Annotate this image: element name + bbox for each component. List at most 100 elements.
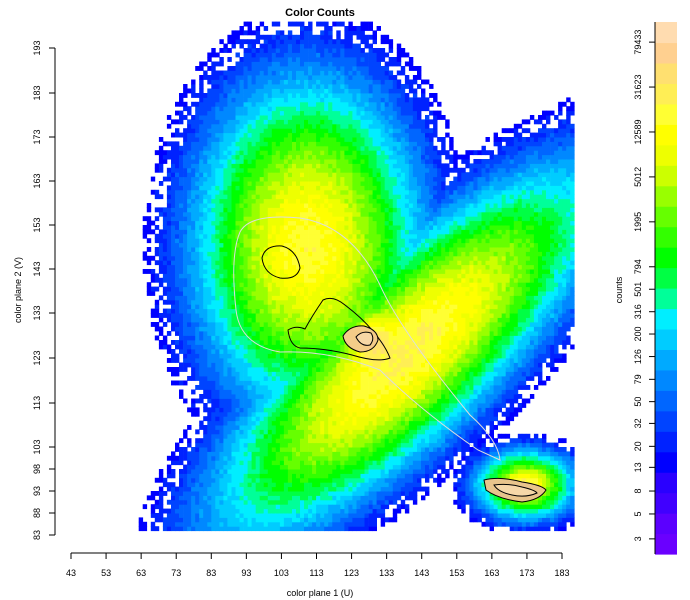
heatmap-cell xyxy=(215,128,220,134)
heatmap-cell xyxy=(296,299,301,305)
heatmap-cell xyxy=(279,380,285,386)
heatmap-cell xyxy=(227,189,232,195)
heatmap-cell xyxy=(271,132,277,138)
heatmap-cell xyxy=(255,442,261,448)
heatmap-cell xyxy=(255,495,261,501)
heatmap-cell xyxy=(263,141,269,147)
heatmap-cell xyxy=(219,216,224,222)
heatmap-cell xyxy=(348,521,353,527)
heatmap-cell xyxy=(235,460,240,466)
heatmap-cell xyxy=(215,110,220,116)
heatmap-cell xyxy=(292,216,297,222)
heatmap-cell xyxy=(296,433,301,439)
heatmap-cell xyxy=(324,251,329,257)
heatmap-cell xyxy=(243,308,248,314)
heatmap-cell xyxy=(316,79,321,85)
heatmap-cell xyxy=(211,451,216,457)
heatmap-cell xyxy=(235,145,240,151)
heatmap-cell xyxy=(187,353,192,359)
heatmap-cell xyxy=(340,167,345,173)
heatmap-cell xyxy=(207,517,212,523)
heatmap-cell xyxy=(344,308,349,314)
heatmap-cell xyxy=(340,128,345,134)
heatmap-cell xyxy=(175,181,180,186)
heatmap-cell xyxy=(312,385,317,390)
heatmap-cell xyxy=(255,331,261,336)
heatmap-cell xyxy=(243,295,248,301)
heatmap-cell xyxy=(199,233,204,239)
heatmap-cell xyxy=(251,477,256,483)
heatmap-cell xyxy=(247,181,252,186)
heatmap-cell xyxy=(199,344,204,350)
heatmap-cell xyxy=(243,277,248,283)
heatmap-cell xyxy=(316,335,321,341)
heatmap-cell xyxy=(195,291,200,296)
heatmap-cell xyxy=(219,491,224,496)
heatmap-cell xyxy=(344,145,349,151)
heatmap-cell xyxy=(312,163,317,169)
heatmap-cell xyxy=(332,43,337,49)
heatmap-cell xyxy=(344,79,349,85)
heatmap-cell xyxy=(296,499,301,505)
heatmap-cell xyxy=(336,460,341,466)
heatmap-cell xyxy=(271,362,277,368)
heatmap-cell xyxy=(219,447,224,452)
heatmap-cell xyxy=(187,349,192,354)
heatmap-cell xyxy=(239,97,244,103)
heatmap-cell xyxy=(207,150,212,156)
heatmap-cell xyxy=(279,145,285,151)
heatmap-cell xyxy=(243,380,248,386)
heatmap-cell xyxy=(162,526,168,532)
heatmap-cell xyxy=(267,371,273,377)
heatmap-cell xyxy=(235,255,240,261)
heatmap-cell xyxy=(304,150,309,156)
heatmap-cell xyxy=(344,322,349,327)
heatmap-cell xyxy=(320,115,325,120)
heatmap-cell xyxy=(348,425,353,430)
heatmap-cell xyxy=(219,403,224,408)
heatmap-cell xyxy=(211,242,216,248)
heatmap-cell xyxy=(271,429,277,435)
heatmap-cell xyxy=(255,255,261,261)
heatmap-cell xyxy=(263,469,269,474)
heatmap-cell xyxy=(287,21,293,27)
heatmap-cell xyxy=(166,526,172,532)
heatmap-cell xyxy=(332,447,337,452)
heatmap-cell xyxy=(344,128,349,134)
heatmap-cell xyxy=(312,93,317,98)
heatmap-cell xyxy=(243,513,248,518)
heatmap-cell xyxy=(312,176,317,182)
heatmap-cell xyxy=(271,331,277,336)
heatmap-cell xyxy=(324,79,329,85)
heatmap-cell xyxy=(219,123,224,129)
heatmap-cell xyxy=(203,137,208,142)
heatmap-cell xyxy=(219,79,224,85)
heatmap-cell xyxy=(292,282,297,288)
heatmap-cell xyxy=(227,251,232,257)
heatmap-cell xyxy=(292,358,297,363)
heatmap-cell xyxy=(255,238,261,244)
heatmap-cell xyxy=(316,425,321,430)
heatmap-cell xyxy=(275,264,281,270)
heatmap-cell xyxy=(292,203,297,208)
heatmap-cell xyxy=(332,132,337,138)
heatmap-cell xyxy=(292,389,297,395)
heatmap-cell xyxy=(348,203,353,208)
heatmap-cell xyxy=(312,189,317,195)
heatmap-cell xyxy=(300,416,305,422)
heatmap-cell xyxy=(267,313,273,318)
heatmap-cell xyxy=(211,194,216,200)
heatmap-cell xyxy=(308,106,313,112)
heatmap-cell xyxy=(235,93,240,98)
heatmap-cell xyxy=(179,335,184,341)
heatmap-cell xyxy=(283,251,289,257)
heatmap-cell xyxy=(211,150,216,156)
heatmap-cell xyxy=(287,420,293,426)
heatmap-cell xyxy=(283,52,289,58)
heatmap-cell xyxy=(308,438,313,444)
heatmap-cell xyxy=(348,70,353,76)
heatmap-cell xyxy=(328,229,333,235)
heatmap-cell xyxy=(336,389,341,395)
heatmap-cell xyxy=(231,163,236,169)
heatmap-cell xyxy=(243,491,248,496)
